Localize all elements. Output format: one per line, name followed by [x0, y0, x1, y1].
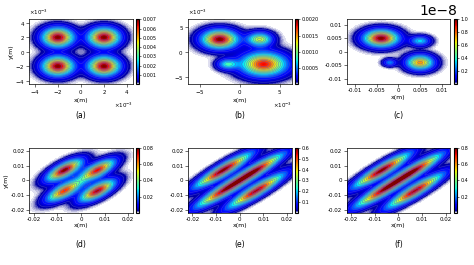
- X-axis label: x(m): x(m): [73, 98, 88, 103]
- Y-axis label: y(m): y(m): [4, 173, 9, 188]
- X-axis label: x(m): x(m): [232, 98, 247, 103]
- X-axis label: x(m): x(m): [391, 95, 406, 100]
- Text: (d): (d): [75, 240, 86, 249]
- X-axis label: x(m): x(m): [391, 223, 406, 228]
- Text: (b): (b): [234, 111, 245, 120]
- Text: (a): (a): [75, 111, 86, 120]
- X-axis label: x(m): x(m): [73, 223, 88, 228]
- Text: (e): (e): [234, 240, 245, 249]
- Text: (c): (c): [393, 111, 403, 120]
- Y-axis label: y(m): y(m): [9, 45, 14, 59]
- X-axis label: x(m): x(m): [232, 223, 247, 228]
- Text: (f): (f): [394, 240, 403, 249]
